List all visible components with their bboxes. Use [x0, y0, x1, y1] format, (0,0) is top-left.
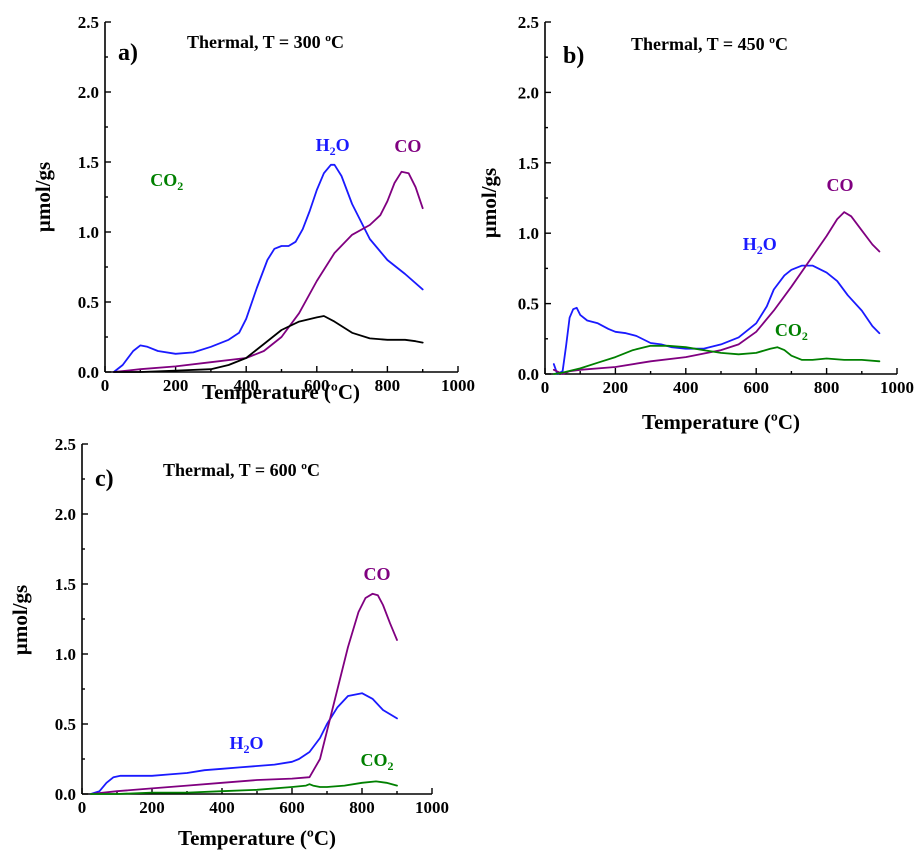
panel-a-series-co-line	[112, 170, 424, 373]
panel-c-y-tick-label: 2.5	[55, 435, 76, 454]
panel-b-x-tick-label: 600	[743, 378, 769, 397]
panel-b-y-tick-label: 0.0	[518, 365, 539, 384]
panel-c-y-tick-label: 1.0	[55, 645, 76, 664]
panel-c-series-co2-label: CO2	[361, 750, 394, 773]
panel-c-x-tick-label: 0	[78, 798, 87, 817]
panel-a-x-tick-label: 800	[375, 376, 401, 395]
panel-c-series-co-label: CO	[364, 564, 391, 584]
panel-c-series-co2-line	[89, 780, 398, 795]
panel-b-series-co2-label: CO2	[775, 320, 808, 343]
panel-a-y-tick-label: 1.5	[78, 153, 99, 172]
panel-c-series-h2o-label: H2O	[229, 733, 263, 756]
panel-b-x-tick-label: 800	[814, 378, 840, 397]
panel-b-x-tick-label: 400	[673, 378, 699, 397]
panel-b-series-h2o-label: H2O	[743, 234, 777, 257]
panel-b-x-tick-label: 0	[541, 378, 550, 397]
panel-b-y-tick-label: 0.5	[518, 295, 539, 314]
panel-b-y-tick-label: 2.0	[518, 83, 539, 102]
panel-b-series-co-label: CO	[826, 175, 853, 195]
panel-a-x-tick-label: 200	[163, 376, 189, 395]
panel-a-series-h2o-label: H2O	[316, 135, 350, 158]
panel-b-ylabel: µmol/gs	[477, 168, 501, 238]
panel-a-title: Thermal, T = 300 ºC	[187, 32, 344, 52]
panel-c-series-h2o-line	[89, 692, 398, 795]
panel-a-y-tick-label: 2.5	[78, 13, 99, 32]
panel-c-x-tick-label: 800	[349, 798, 375, 817]
panel-a-x-tick-label: 400	[233, 376, 259, 395]
panel-b-y-tick-label: 1.5	[518, 154, 539, 173]
panel-c-ylabel: µmol/gs	[8, 585, 32, 655]
panel-b-title: Thermal, T = 450 ºC	[631, 34, 788, 54]
panel-b-series-h2o-line	[552, 264, 881, 375]
panel-b-y-tick-label: 2.5	[518, 13, 539, 32]
panel-a-y-tick-label: 0.0	[78, 363, 99, 382]
panel-a-x-tick-label: 0	[101, 376, 110, 395]
panel-c-letter: c)	[95, 466, 114, 492]
panel-a-x-tick-label: 600	[304, 376, 330, 395]
panel-a-y-tick-label: 1.0	[78, 223, 99, 242]
panel-a-y-tick-label: 2.0	[78, 83, 99, 102]
panel-c-x-tick-label: 200	[139, 798, 165, 817]
panel-a: a) Thermal, T = 300 ºC Temperature (ºC) …	[31, 13, 475, 404]
panel-c-x-tick-label: 600	[279, 798, 305, 817]
panel-a-y-tick-label: 0.5	[78, 293, 99, 312]
panel-c: c) Thermal, T = 600 ºC Temperature (ºC) …	[8, 435, 449, 850]
panel-b-letter: b)	[563, 43, 584, 69]
panel-b-x-tick-label: 1000	[880, 378, 914, 397]
panel-b-series-co2-line	[552, 344, 881, 375]
panel-a-series-co2-label: CO2	[150, 170, 183, 193]
panel-c-y-tick-label: 0.0	[55, 785, 76, 804]
panel-b-x-tick-label: 200	[603, 378, 629, 397]
panel-b-series-co-line	[552, 211, 881, 375]
panel-c-xlabel: Temperature (ºC)	[178, 826, 336, 850]
panel-a-series-h2o-line	[112, 163, 424, 373]
panel-c-series-co-line	[89, 592, 398, 795]
panel-a-series-co-label: CO	[394, 136, 421, 156]
panel-b: b) Thermal, T = 450 ºC Temperature (ºC) …	[477, 13, 914, 434]
panel-c-y-tick-label: 2.0	[55, 505, 76, 524]
panel-c-x-tick-label: 1000	[415, 798, 449, 817]
panel-c-title: Thermal, T = 600 ºC	[163, 460, 320, 480]
panel-a-letter: a)	[118, 40, 138, 66]
panel-a-xlabel: Temperature (ºC)	[202, 380, 360, 404]
panel-b-xlabel: Temperature (ºC)	[642, 410, 800, 434]
panel-a-ylabel: µmol/gs	[31, 162, 55, 232]
panel-a-series-unlabeled-line	[112, 315, 424, 373]
panel-c-y-tick-label: 0.5	[55, 715, 76, 734]
panel-c-x-tick-label: 400	[209, 798, 235, 817]
panel-b-y-tick-label: 1.0	[518, 224, 539, 243]
panel-a-x-tick-label: 1000	[441, 376, 475, 395]
panel-c-y-tick-label: 1.5	[55, 575, 76, 594]
